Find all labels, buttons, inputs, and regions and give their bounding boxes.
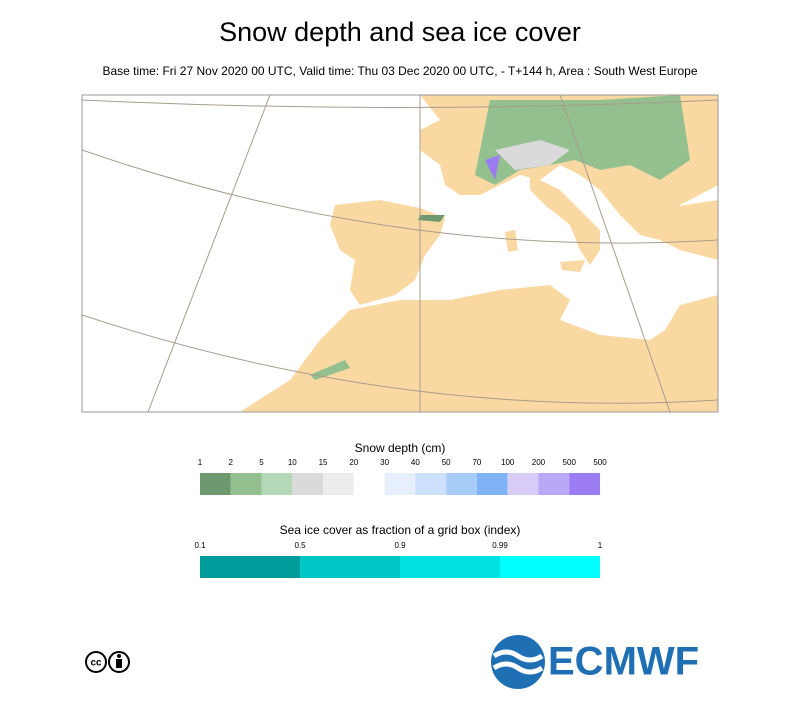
logo-text: ECMWF <box>548 640 699 684</box>
legend-box <box>500 556 600 578</box>
legend-tick-label: 15 <box>319 458 328 467</box>
legend-tick-label: 0.5 <box>294 541 306 550</box>
legend-tick-label: 30 <box>380 458 389 467</box>
ice-legend-title: Sea ice cover as fraction of a grid box … <box>280 523 521 537</box>
ecmwf-logo: ECMWF <box>491 635 699 689</box>
legend-tick-label: 2 <box>229 458 234 467</box>
legend-tick-label: 50 <box>442 458 451 467</box>
legend-box <box>538 473 570 495</box>
legend-tick-label: 1 <box>598 541 603 550</box>
map <box>81 94 719 413</box>
snow-legend-title: Snow depth (cm) <box>355 441 446 455</box>
legend-box <box>476 473 508 495</box>
ice-legend: 0.1 0.5 0.9 0.99 1 <box>194 541 603 578</box>
legend-tick-label: 500 <box>593 458 607 467</box>
legend-tick-label: 0.99 <box>492 541 508 550</box>
legend-box <box>230 473 262 495</box>
legend-tick-label: 0.1 <box>194 541 206 550</box>
snow-legend: 1 2 5 10 15 20 30 40 50 70 100 200 500 500 <box>198 458 607 495</box>
legend-box <box>415 473 447 495</box>
title: Snow depth and sea ice cover <box>219 17 581 47</box>
license-icon: cc <box>85 651 130 673</box>
legend-box <box>200 473 231 495</box>
legend-box <box>323 473 354 495</box>
legend-box <box>446 473 477 495</box>
legend-tick-label: 20 <box>349 458 358 467</box>
legend-tick-label: 0.9 <box>394 541 406 550</box>
legend-box <box>300 556 400 578</box>
legend-tick-label: 100 <box>501 458 515 467</box>
legend-box <box>400 556 500 578</box>
legend-tick-label: 200 <box>532 458 546 467</box>
legend-tick-label: 40 <box>411 458 420 467</box>
legend-box <box>507 473 539 495</box>
legend-box <box>200 556 300 578</box>
subtitle: Base time: Fri 27 Nov 2020 00 UTC, Valid… <box>102 64 697 78</box>
legend-box <box>384 473 416 495</box>
legend-box <box>261 473 293 495</box>
legend-tick-label: 70 <box>472 458 481 467</box>
legend-box <box>292 473 324 495</box>
legend-tick-label: 10 <box>288 458 297 467</box>
legend-tick-label: 5 <box>259 458 264 467</box>
legend-tick-label: 500 <box>563 458 577 467</box>
legend-box <box>569 473 600 495</box>
legend-tick-label: 1 <box>198 458 203 467</box>
license-text: cc <box>90 658 102 669</box>
